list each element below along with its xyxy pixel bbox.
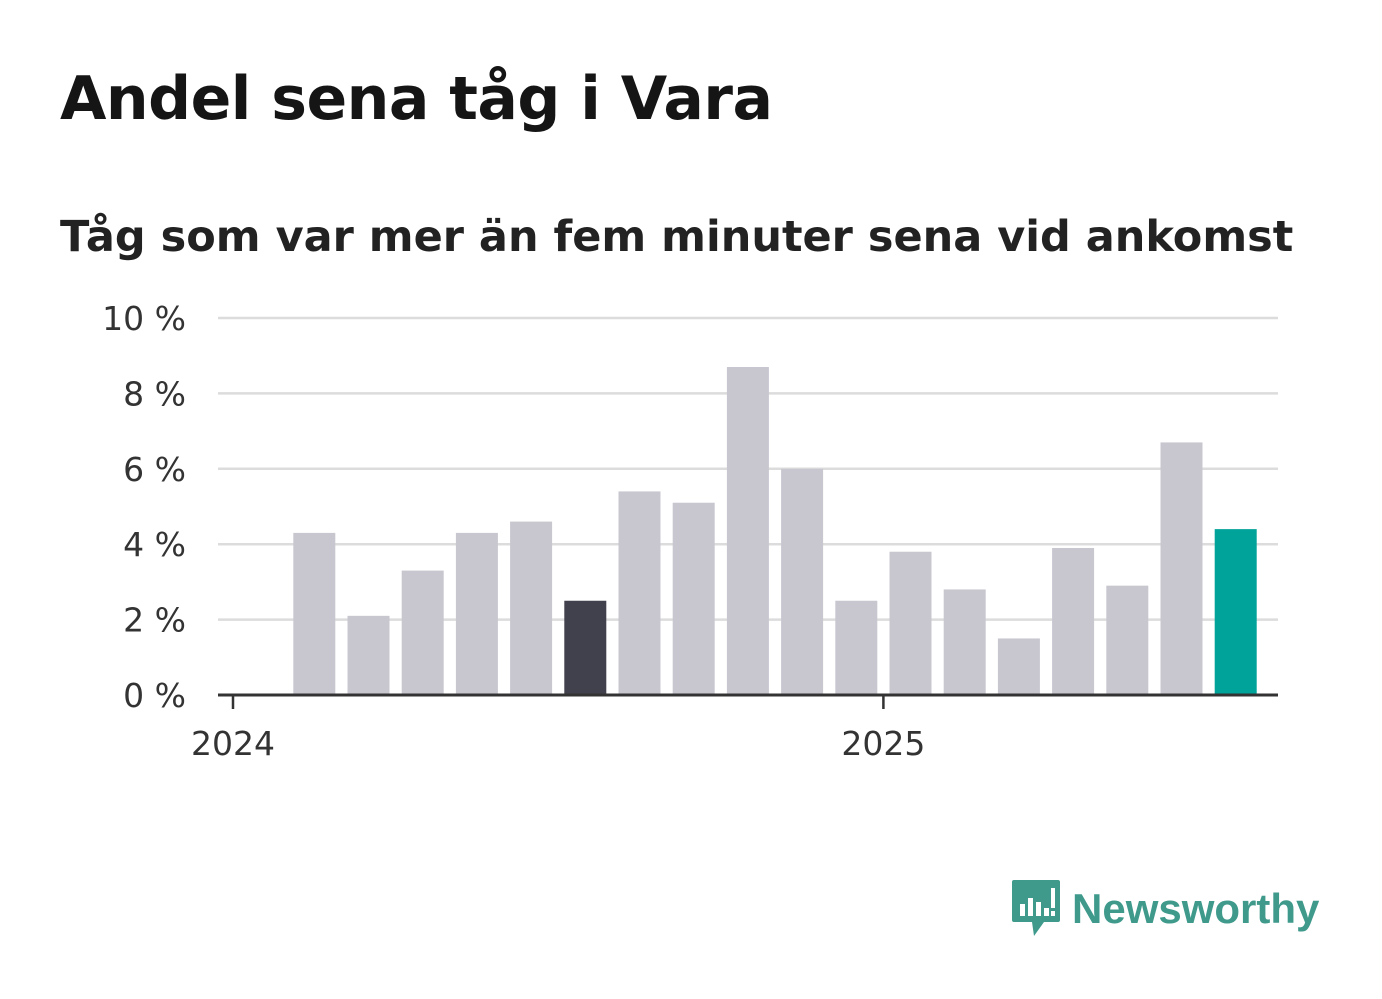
- bar: [835, 600, 878, 695]
- bar: [455, 532, 498, 695]
- bar: [1106, 585, 1149, 695]
- chart-subtitle: Tåg som var mer än fem minuter sena vid …: [60, 212, 1294, 262]
- bar: [293, 532, 336, 695]
- y-tick-label: 10 %: [102, 299, 186, 338]
- newsworthy-logo: Newsworthy: [1010, 878, 1319, 940]
- y-tick-label: 2 %: [123, 601, 186, 640]
- bar: [1160, 442, 1203, 695]
- bar: [401, 570, 444, 695]
- bar: [564, 600, 607, 695]
- bars: [293, 367, 1257, 695]
- bar: [510, 521, 553, 695]
- y-tick-label: 0 %: [123, 676, 186, 715]
- bar: [889, 551, 932, 695]
- x-axis-ticks: 2024 2025: [191, 695, 925, 763]
- bar: [781, 468, 824, 695]
- bar-chart: 0 % 2 % 4 % 6 % 8 % 10 % 2024 2025: [102, 299, 1278, 763]
- bar: [347, 615, 390, 695]
- newsworthy-logo-icon: [1012, 880, 1060, 936]
- chart-title: Andel sena tåg i Vara: [60, 64, 773, 134]
- brand-name: Newsworthy: [1072, 885, 1320, 932]
- x-tick-label: 2024: [191, 724, 275, 763]
- bar: [726, 367, 769, 695]
- y-axis-tick-labels: 0 % 2 % 4 % 6 % 8 % 10 %: [102, 299, 186, 715]
- bar: [618, 491, 661, 695]
- bar: [943, 589, 986, 695]
- y-tick-label: 8 %: [123, 374, 186, 413]
- bar: [672, 502, 715, 695]
- bar: [1052, 547, 1095, 695]
- x-tick-label: 2025: [841, 724, 925, 763]
- bar: [997, 638, 1040, 695]
- bar: [1214, 529, 1257, 695]
- y-tick-label: 6 %: [123, 450, 186, 489]
- y-tick-label: 4 %: [123, 525, 186, 564]
